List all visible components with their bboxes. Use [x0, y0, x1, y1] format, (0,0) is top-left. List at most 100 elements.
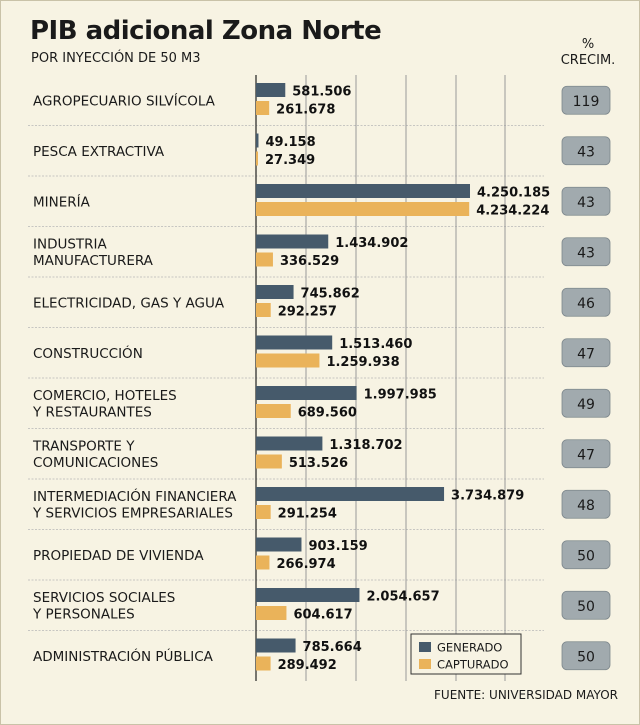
- source-note: FUENTE: UNIVERSIDAD MAYOR: [434, 688, 618, 702]
- capturado-bar: [256, 202, 470, 216]
- generado-bar: [256, 285, 294, 299]
- generado-value-label: 1.513.460: [339, 337, 412, 352]
- growth-badge: [561, 287, 611, 317]
- capturado-bar: [256, 353, 320, 368]
- growth-badge: [561, 338, 611, 368]
- growth-badge: [561, 388, 611, 418]
- growth-badge: [561, 540, 611, 570]
- growth-value: 50: [577, 599, 595, 615]
- growth-badge: [561, 237, 611, 267]
- category-label: AGROPECUARIO SILVÍCOLA: [33, 92, 216, 109]
- category-label: PESCA EXTRACTIVA: [33, 144, 165, 160]
- category-label: INTERMEDIACIÓN FINANCIERA: [33, 487, 237, 505]
- capturado-value-label: 261.678: [276, 103, 335, 118]
- capturado-value-label: 289.492: [278, 658, 337, 673]
- growth-value: 43: [577, 245, 595, 261]
- capturado-value-label: 1.259.938: [326, 355, 399, 370]
- legend-swatch: [419, 642, 431, 652]
- category-label: TRANSPORTE Y: [32, 439, 135, 455]
- capturado-value-label: 4.234.224: [476, 204, 549, 219]
- growth-badge: [561, 590, 611, 620]
- category-label: Y SERVICIOS EMPRESARIALES: [32, 506, 233, 522]
- capturado-bar: [256, 101, 270, 115]
- generado-value-label: 785.664: [303, 640, 362, 655]
- legend-swatch: [419, 659, 431, 669]
- capturado-value-label: 292.257: [278, 305, 337, 320]
- capturado-value-label: 266.974: [276, 557, 335, 572]
- generado-value-label: 1.997.985: [364, 388, 437, 403]
- category-label: INDUSTRIA: [33, 237, 108, 253]
- growth-value: 119: [573, 94, 600, 110]
- growth-badge: [561, 439, 611, 469]
- generado-value-label: 4.250.185: [477, 186, 550, 201]
- generado-bar: [256, 83, 286, 97]
- growth-badge: [561, 136, 611, 166]
- growth-badge: [561, 489, 611, 519]
- generado-bar: [256, 588, 360, 602]
- capturado-value-label: 689.560: [298, 406, 357, 421]
- growth-value: 43: [577, 195, 595, 211]
- generado-bar: [256, 386, 357, 400]
- chart-subtitle: POR INYECCIÓN DE 50 M3: [31, 51, 201, 66]
- generado-value-label: 1.434.902: [335, 236, 408, 251]
- capturado-bar: [256, 454, 282, 469]
- generado-bar: [256, 638, 296, 653]
- generado-value-label: 3.734.879: [451, 489, 524, 504]
- growth-value: 48: [577, 498, 595, 514]
- generado-value-label: 1.318.702: [329, 438, 402, 453]
- category-label: ADMINISTRACIÓN PÚBLICA: [33, 647, 214, 665]
- capturado-bar: [256, 505, 271, 519]
- growth-badge: [561, 641, 611, 671]
- growth-value: 50: [577, 649, 595, 665]
- capturado-bar: [256, 252, 273, 267]
- growth-value: 50: [577, 548, 595, 564]
- growth-value: 46: [577, 296, 595, 312]
- growth-value: 49: [577, 397, 595, 413]
- growth-badge: [561, 85, 611, 115]
- category-label: ELECTRICIDAD, GAS Y AGUA: [33, 295, 225, 311]
- category-label: Y RESTAURANTES: [32, 405, 152, 421]
- generado-value-label: 2.054.657: [366, 590, 439, 605]
- capturado-bar: [256, 404, 291, 418]
- generado-bar: [256, 335, 333, 350]
- capturado-bar: [256, 656, 271, 671]
- legend-label: CAPTURADO: [437, 658, 509, 672]
- generado-bar: [256, 537, 302, 552]
- category-label: SERVICIOS SOCIALES: [33, 590, 175, 606]
- category-label: CONSTRUCCIÓN: [33, 344, 143, 362]
- category-label: MANUFACTURERA: [33, 253, 154, 269]
- capturado-value-label: 604.617: [293, 608, 352, 623]
- generado-bar: [256, 184, 470, 198]
- growth-header-label: CRECIM.: [560, 53, 616, 68]
- generado-value-label: 49.158: [265, 135, 315, 150]
- category-label: Y PERSONALES: [32, 607, 135, 623]
- growth-header-percent: %: [581, 37, 595, 52]
- capturado-value-label: 336.529: [280, 254, 339, 269]
- capturado-bar: [256, 606, 287, 620]
- growth-value: 47: [577, 447, 595, 463]
- generado-bar: [256, 436, 323, 451]
- category-label: COMERCIO, HOTELES: [33, 388, 177, 404]
- category-label: MINERÍA: [33, 193, 91, 210]
- capturado-bar: [256, 555, 270, 570]
- growth-value: 43: [577, 144, 595, 160]
- generado-value-label: 903.159: [308, 539, 367, 554]
- chart-title: PIB adicional Zona Norte: [30, 16, 382, 46]
- capturado-bar: [256, 303, 271, 317]
- legend-label: GENERADO: [437, 641, 502, 655]
- capturado-value-label: 291.254: [278, 507, 337, 522]
- generado-bar: [256, 487, 445, 501]
- capturado-value-label: 27.349: [265, 153, 315, 168]
- category-label: PROPIEDAD DE VIVIENDA: [33, 548, 204, 564]
- growth-value: 47: [577, 346, 595, 362]
- category-label: COMUNICACIONES: [33, 455, 158, 471]
- growth-badge: [561, 186, 611, 216]
- generado-value-label: 581.506: [292, 85, 351, 100]
- capturado-bar: [256, 151, 258, 166]
- generado-value-label: 745.862: [301, 287, 360, 302]
- generado-bar: [256, 234, 329, 249]
- generado-bar: [256, 133, 259, 148]
- growth-column-header: % CRECIM.: [548, 37, 628, 69]
- capturado-value-label: 513.526: [289, 456, 348, 471]
